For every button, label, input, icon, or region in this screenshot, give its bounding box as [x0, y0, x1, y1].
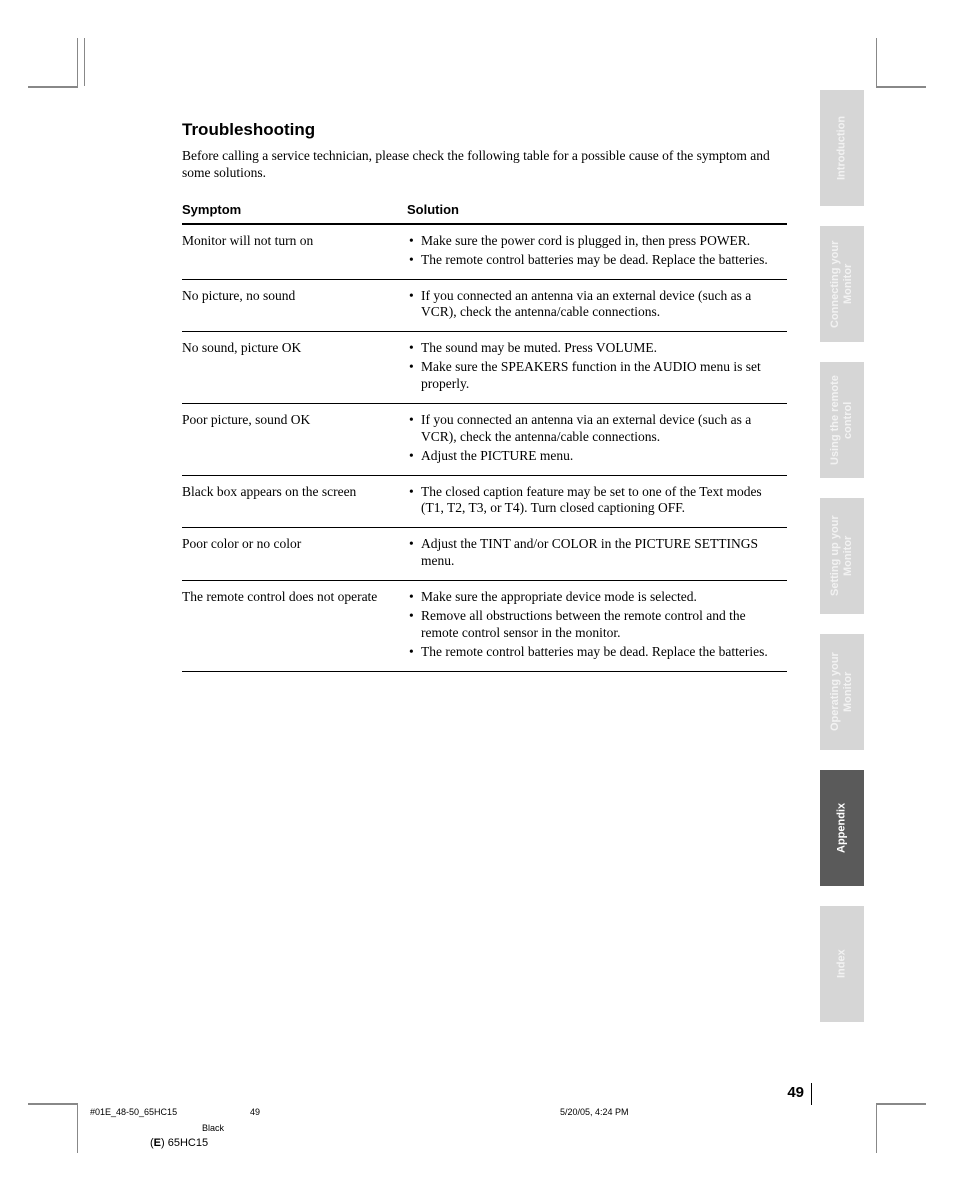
symptom-cell: Monitor will not turn on: [182, 224, 407, 279]
side-tabs: Introduction Connecting your Monitor Using…: [820, 90, 864, 1042]
solution-cell: The closed caption feature may be set to…: [407, 475, 787, 528]
solution-list: Adjust the TINT and/or COLOR in the PICT…: [407, 536, 781, 570]
header-symptom: Symptom: [182, 196, 407, 224]
section-tab[interactable]: Introduction: [820, 90, 864, 206]
table-row: Poor color or no colorAdjust the TINT an…: [182, 528, 787, 581]
section-tab[interactable]: Index: [820, 906, 864, 1022]
page-number-rule: [811, 1083, 812, 1105]
solution-item: Adjust the PICTURE menu.: [407, 448, 781, 465]
crop-mark-bl: [28, 1103, 78, 1153]
symptom-cell: Poor color or no color: [182, 528, 407, 581]
section-tab[interactable]: Connecting your Monitor: [820, 226, 864, 342]
solution-item: The remote control batteries may be dead…: [407, 252, 781, 269]
solution-list: Make sure the power cord is plugged in, …: [407, 233, 781, 269]
solution-list: The closed caption feature may be set to…: [407, 484, 781, 518]
footer-datetime: 5/20/05, 4:24 PM: [560, 1107, 629, 1117]
solution-item: Adjust the TINT and/or COLOR in the PICT…: [407, 536, 781, 570]
table-row: Black box appears on the screenThe close…: [182, 475, 787, 528]
section-title: Troubleshooting: [182, 120, 787, 140]
symptom-cell: Black box appears on the screen: [182, 475, 407, 528]
solution-list: Make sure the appropriate device mode is…: [407, 589, 781, 661]
section-tab[interactable]: Appendix: [820, 770, 864, 886]
symptom-cell: No sound, picture OK: [182, 332, 407, 404]
solution-list: If you connected an antenna via an exter…: [407, 412, 781, 465]
section-tab[interactable]: Using the remote control: [820, 362, 864, 478]
print-footer: #01E_48-50_65HC15 49 5/20/05, 4:24 PM Bl…: [90, 1107, 864, 1149]
solution-item: If you connected an antenna via an exter…: [407, 288, 781, 322]
symptom-cell: The remote control does not operate: [182, 581, 407, 672]
table-row: Poor picture, sound OKIf you connected a…: [182, 403, 787, 475]
footer-page: 49: [250, 1107, 560, 1117]
solution-item: Make sure the power cord is plugged in, …: [407, 233, 781, 250]
solution-cell: Adjust the TINT and/or COLOR in the PICT…: [407, 528, 787, 581]
solution-item: Remove all obstructions between the remo…: [407, 608, 781, 642]
header-solution: Solution: [407, 196, 787, 224]
solution-item: The sound may be muted. Press VOLUME.: [407, 340, 781, 357]
solution-item: Make sure the appropriate device mode is…: [407, 589, 781, 606]
footer-model: (E) 65HC15: [150, 1137, 864, 1149]
solution-cell: The sound may be muted. Press VOLUME. Mak…: [407, 332, 787, 404]
solution-list: If you connected an antenna via an exter…: [407, 288, 781, 322]
section-intro: Before calling a service technician, ple…: [182, 148, 787, 182]
page-area: Troubleshooting Before calling a service…: [90, 90, 864, 1101]
section-tab[interactable]: Operating your Monitor: [820, 634, 864, 750]
table-row: No sound, picture OKThe sound may be mut…: [182, 332, 787, 404]
solution-cell: If you connected an antenna via an exter…: [407, 279, 787, 332]
solution-list: The sound may be muted. Press VOLUME. Mak…: [407, 340, 781, 393]
solution-item: Make sure the SPEAKERS function in the A…: [407, 359, 781, 393]
symptom-cell: No picture, no sound: [182, 279, 407, 332]
solution-cell: Make sure the power cord is plugged in, …: [407, 224, 787, 279]
table-row: No picture, no soundIf you connected an …: [182, 279, 787, 332]
crop-mark-tl: [28, 38, 78, 88]
symptom-cell: Poor picture, sound OK: [182, 403, 407, 475]
troubleshooting-table: Symptom Solution Monitor will not turn o…: [182, 196, 787, 672]
page-number: 49: [787, 1084, 804, 1101]
section-tab[interactable]: Setting up your Monitor: [820, 498, 864, 614]
solution-cell: If you connected an antenna via an exter…: [407, 403, 787, 475]
footer-filename: #01E_48-50_65HC15: [90, 1107, 250, 1117]
table-row: The remote control does not operateMake …: [182, 581, 787, 672]
footer-model-code: 65HC15: [168, 1137, 208, 1149]
solution-item: The closed caption feature may be set to…: [407, 484, 781, 518]
crop-mark-tr: [876, 38, 926, 88]
solution-item: The remote control batteries may be dead…: [407, 644, 781, 661]
crop-mark-br: [876, 1103, 926, 1153]
solution-item: If you connected an antenna via an exter…: [407, 412, 781, 446]
solution-cell: Make sure the appropriate device mode is…: [407, 581, 787, 672]
content-column: Troubleshooting Before calling a service…: [182, 120, 787, 672]
footer-color: Black: [202, 1123, 864, 1133]
table-row: Monitor will not turn onMake sure the po…: [182, 224, 787, 279]
